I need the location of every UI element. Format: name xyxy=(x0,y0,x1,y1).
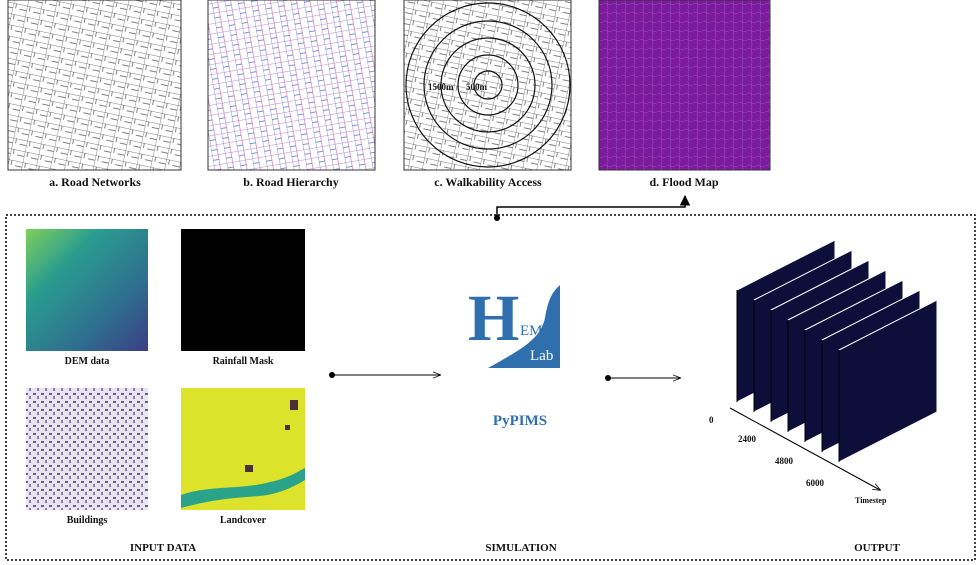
tick-label: 0 xyxy=(709,415,714,425)
logo-letter: H xyxy=(468,282,519,355)
tick-label: 2400 xyxy=(738,434,757,444)
section-label: INPUT DATA xyxy=(130,542,196,554)
input-label: Landcover xyxy=(220,515,267,526)
frame xyxy=(5,214,976,561)
arrow-to-maps xyxy=(496,194,691,218)
simulation-name: PyPIMS xyxy=(493,413,547,429)
section-label: SIMULATION xyxy=(485,542,556,554)
logo: H EM Lab xyxy=(468,282,560,368)
dot xyxy=(494,215,500,221)
landcover-image xyxy=(181,388,305,510)
input-label: DEM data xyxy=(65,356,110,367)
ring-label: 500m xyxy=(466,82,488,92)
logo-text: Lab xyxy=(530,348,553,364)
tick-label: 6000 xyxy=(806,478,825,488)
input-label: Buildings xyxy=(67,515,108,526)
buildings-image xyxy=(26,388,148,510)
ring-label: 1500m xyxy=(428,82,454,92)
dem-image xyxy=(26,229,148,351)
input-label: Rainfall Mask xyxy=(213,356,274,367)
map-flood xyxy=(598,0,771,171)
map-walkability: 1500m 500m xyxy=(403,0,572,171)
time-axis xyxy=(729,407,880,490)
output-stack xyxy=(736,239,938,463)
map-label: d. Flood Map xyxy=(649,175,718,189)
tick-label: 4800 xyxy=(775,456,794,466)
map-label: c. Walkability Access xyxy=(434,175,542,189)
section-label: OUTPUT xyxy=(854,542,901,554)
map-road-hierarchy xyxy=(207,0,376,171)
rainfall-image xyxy=(181,229,305,351)
map-label: a. Road Networks xyxy=(49,175,141,189)
map-road-networks xyxy=(7,0,182,171)
map-label: b. Road Hierarchy xyxy=(243,175,338,189)
axis-label: Timestep xyxy=(855,496,887,505)
logo-text: EM xyxy=(520,323,543,339)
